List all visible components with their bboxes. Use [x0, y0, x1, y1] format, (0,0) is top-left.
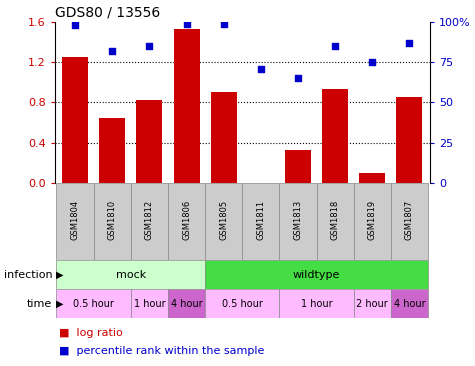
- Bar: [242, 183, 279, 260]
- Bar: [131, 183, 168, 260]
- Bar: [391, 289, 428, 318]
- Text: GSM1812: GSM1812: [145, 200, 154, 240]
- Text: 1 hour: 1 hour: [133, 299, 165, 309]
- Point: [257, 66, 265, 72]
- Point: [183, 20, 190, 26]
- Text: GSM1819: GSM1819: [368, 200, 377, 240]
- Bar: [316, 183, 354, 260]
- Point: [369, 59, 376, 65]
- Bar: [279, 289, 354, 318]
- Bar: [168, 183, 205, 260]
- Text: GSM1818: GSM1818: [331, 200, 340, 240]
- Text: GSM1804: GSM1804: [71, 200, 79, 240]
- Text: GSM1811: GSM1811: [256, 200, 266, 240]
- Point: [71, 22, 79, 28]
- Bar: [173, 29, 200, 183]
- Bar: [57, 183, 94, 260]
- Text: 2 hour: 2 hour: [356, 299, 388, 309]
- Bar: [391, 183, 428, 260]
- Bar: [136, 101, 162, 183]
- Bar: [57, 289, 131, 318]
- Bar: [62, 57, 88, 183]
- Bar: [397, 97, 422, 183]
- Bar: [279, 183, 316, 260]
- Bar: [99, 117, 125, 183]
- Bar: [168, 289, 205, 318]
- Text: GSM1807: GSM1807: [405, 200, 414, 240]
- Text: 0.5 hour: 0.5 hour: [73, 299, 114, 309]
- Text: 4 hour: 4 hour: [171, 299, 202, 309]
- Bar: [205, 183, 242, 260]
- Point: [332, 43, 339, 49]
- Point: [108, 48, 116, 54]
- Bar: [205, 289, 279, 318]
- Text: infection: infection: [4, 269, 52, 280]
- Point: [145, 43, 153, 49]
- Text: wildtype: wildtype: [293, 269, 340, 280]
- Text: GSM1813: GSM1813: [294, 200, 303, 240]
- Text: 1 hour: 1 hour: [301, 299, 332, 309]
- Bar: [354, 289, 391, 318]
- Text: ▶: ▶: [56, 269, 63, 280]
- Bar: [322, 89, 348, 183]
- Text: ■  log ratio: ■ log ratio: [59, 328, 123, 338]
- Text: ▶: ▶: [56, 299, 63, 309]
- Bar: [285, 150, 311, 183]
- Text: ■  percentile rank within the sample: ■ percentile rank within the sample: [59, 346, 265, 356]
- Bar: [354, 183, 391, 260]
- Point: [406, 40, 413, 46]
- Text: 4 hour: 4 hour: [394, 299, 425, 309]
- Text: GDS80 / 13556: GDS80 / 13556: [55, 5, 160, 19]
- Point: [220, 20, 228, 26]
- Text: GSM1810: GSM1810: [108, 200, 117, 240]
- Text: GSM1805: GSM1805: [219, 200, 228, 240]
- Point: [294, 75, 302, 81]
- Bar: [57, 260, 205, 289]
- Bar: [131, 289, 168, 318]
- Text: time: time: [27, 299, 52, 309]
- Bar: [94, 183, 131, 260]
- Bar: [211, 93, 237, 183]
- Text: GSM1806: GSM1806: [182, 200, 191, 240]
- Bar: [205, 260, 428, 289]
- Bar: [359, 173, 385, 183]
- Text: mock: mock: [116, 269, 146, 280]
- Text: 0.5 hour: 0.5 hour: [222, 299, 263, 309]
